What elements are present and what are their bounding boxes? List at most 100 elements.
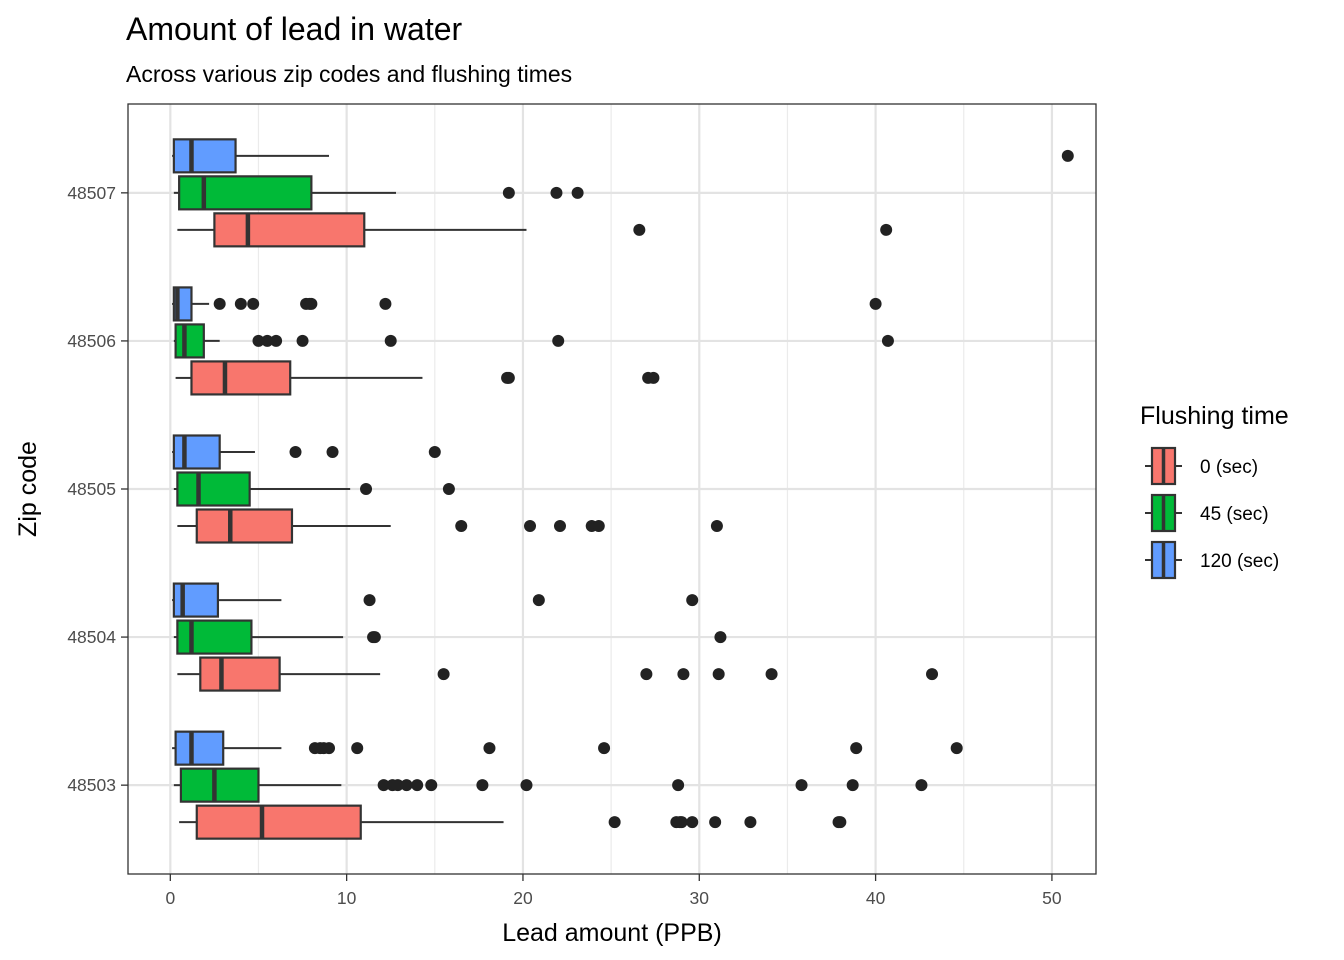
- outlier-point: [552, 334, 565, 347]
- outlier-point: [846, 779, 859, 792]
- chart-title: Amount of lead in water: [126, 11, 463, 47]
- x-tick-label: 20: [513, 888, 533, 908]
- box-layer: [172, 138, 1074, 840]
- outlier-point: [686, 816, 699, 829]
- box-iqr: [199, 656, 281, 692]
- outlier-point: [326, 446, 339, 458]
- box-120-sec--48503: [172, 730, 963, 766]
- box-120-sec--48507: [172, 138, 1074, 174]
- box-iqr: [213, 212, 366, 248]
- box-120-sec--48504: [172, 582, 699, 618]
- box-iqr: [190, 360, 292, 396]
- legend-label: 45 (sec): [1200, 504, 1269, 525]
- outlier-point: [391, 779, 404, 792]
- outlier-point: [1061, 149, 1074, 162]
- outlier-point: [553, 520, 566, 532]
- box-45-sec--48506: [173, 323, 894, 359]
- outlier-point: [744, 816, 757, 829]
- box-iqr: [195, 804, 362, 840]
- box-45-sec--48507: [173, 175, 584, 211]
- y-tick-label: 48507: [67, 183, 116, 203]
- box-iqr: [176, 471, 251, 507]
- outlier-point: [425, 779, 438, 792]
- axis-layer: 0 10 20 30 40 50 48503 48504 48505 48506 48507: [67, 183, 1062, 908]
- box-iqr: [178, 175, 313, 211]
- outlier-point: [633, 223, 646, 236]
- x-tick-label: 40: [866, 888, 886, 908]
- outlier-point: [476, 779, 489, 792]
- outlier-point: [502, 371, 515, 384]
- x-tick-label: 30: [690, 888, 710, 908]
- y-axis-title: Zip code: [14, 441, 42, 537]
- legend-label: 0 (sec): [1200, 457, 1258, 478]
- outlier-point: [926, 668, 939, 681]
- outlier-point: [323, 742, 336, 755]
- legend-item-0: 0 (sec): [1145, 446, 1258, 486]
- box-0-sec--48504: [177, 656, 939, 692]
- chart-subtitle: Across various zip codes and flushing ti…: [126, 61, 572, 87]
- outlier-point: [483, 742, 496, 755]
- box-iqr: [179, 767, 260, 803]
- outlier-point: [647, 371, 660, 384]
- outlier-point: [368, 631, 381, 644]
- box-iqr: [174, 730, 225, 766]
- box-iqr: [176, 619, 253, 655]
- outlier-point: [598, 742, 611, 755]
- outlier-point: [677, 668, 690, 681]
- outlier-point: [213, 297, 226, 310]
- box-45-sec--48505: [173, 471, 455, 507]
- outlier-point: [400, 779, 413, 792]
- outlier-point: [592, 520, 605, 532]
- outlier-point: [765, 668, 778, 681]
- box-iqr: [172, 138, 237, 174]
- box-45-sec--48504: [173, 619, 727, 655]
- outlier-point: [377, 779, 390, 792]
- outlier-point: [234, 297, 247, 310]
- outlier-point: [351, 742, 364, 755]
- outlier-point: [834, 816, 847, 829]
- outlier-point: [305, 297, 318, 310]
- legend: Flushing time 0 (sec) 45 (sec) 120 (sec): [1140, 402, 1289, 580]
- x-axis-title: Lead amount (PPB): [502, 919, 722, 947]
- outlier-point: [710, 520, 723, 532]
- outlier-point: [437, 668, 450, 681]
- box-0-sec--48503: [179, 804, 847, 840]
- legend-item-1: 45 (sec): [1145, 493, 1269, 533]
- legend-label: 120 (sec): [1200, 551, 1279, 572]
- outlier-point: [795, 779, 808, 792]
- outlier-point: [915, 779, 928, 792]
- box-120-sec--48505: [172, 434, 441, 470]
- outlier-point: [712, 668, 725, 681]
- legend-title: Flushing time: [1140, 402, 1289, 430]
- y-tick-label: 48505: [67, 479, 116, 499]
- outlier-point: [360, 483, 373, 495]
- outlier-point: [571, 186, 584, 199]
- outlier-point: [442, 483, 455, 495]
- y-tick-label: 48503: [67, 775, 116, 795]
- x-tick-label: 50: [1042, 888, 1062, 908]
- x-tick-label: 10: [337, 888, 357, 908]
- outlier-point: [675, 816, 688, 829]
- box-120-sec--48506: [172, 286, 882, 322]
- outlier-point: [379, 297, 392, 310]
- x-tick-label: 0: [165, 888, 175, 908]
- outlier-point: [686, 594, 699, 607]
- box-45-sec--48503: [173, 767, 928, 803]
- outlier-point: [289, 446, 302, 458]
- outlier-point: [524, 520, 537, 532]
- outlier-point: [714, 631, 727, 644]
- grid-lines: [128, 104, 1096, 874]
- outlier-point: [296, 334, 309, 347]
- outlier-point: [455, 520, 468, 532]
- outlier-point: [252, 334, 265, 347]
- outlier-point: [363, 594, 376, 607]
- outlier-point: [428, 446, 441, 458]
- outlier-point: [270, 334, 283, 347]
- box-iqr: [174, 323, 205, 359]
- outlier-point: [384, 334, 397, 347]
- box-iqr: [172, 434, 221, 470]
- outlier-point: [672, 779, 685, 792]
- outlier-point: [850, 742, 863, 755]
- outlier-point: [520, 779, 533, 792]
